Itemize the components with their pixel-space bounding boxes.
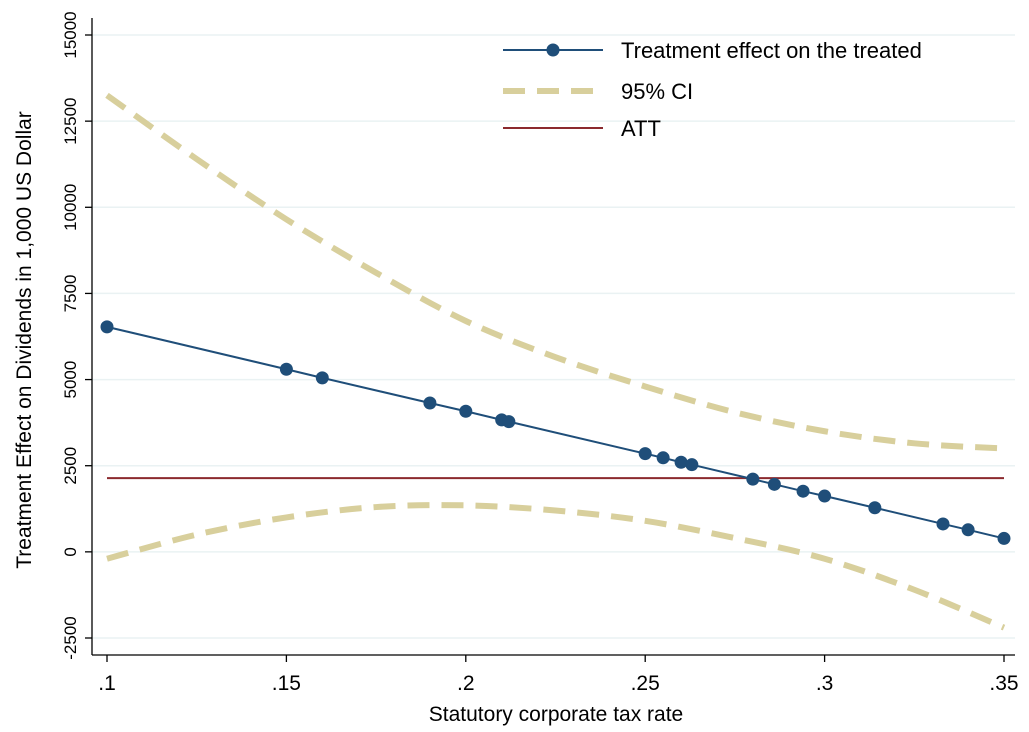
data-point [638, 447, 652, 461]
x-tick-label: .1 [98, 672, 116, 695]
y-axis-label: Treatment Effect on Dividends in 1,000 U… [13, 111, 36, 569]
data-point [936, 517, 950, 531]
confidence-interval-bands [105, 92, 1006, 631]
data-point [796, 484, 810, 498]
x-tick-label: .3 [816, 672, 834, 695]
data-point [997, 531, 1011, 545]
x-axis-label: Statutory corporate tax rate [429, 703, 683, 726]
y-tick-label: 15000 [61, 11, 80, 58]
data-point [656, 451, 670, 465]
y-tick-label: 12500 [61, 98, 80, 145]
data-point [459, 404, 473, 418]
y-tick-label: 2500 [61, 447, 80, 485]
data-point [315, 371, 329, 385]
y-tick-label: -2500 [61, 616, 80, 659]
legend-label-ci: 95% CI [621, 79, 693, 104]
y-tick-label: 5000 [61, 361, 80, 399]
data-point [100, 320, 114, 334]
data-point [685, 458, 699, 472]
data-point [818, 489, 832, 503]
x-tick-label: .2 [457, 672, 475, 695]
data-point [674, 455, 688, 469]
data-point [868, 501, 882, 515]
y-tick-label: 10000 [61, 184, 80, 231]
data-point [279, 362, 293, 376]
ci-upper-line [105, 92, 1005, 452]
legend: Treatment effect on the treated 95% CI ATT [503, 38, 922, 141]
x-tick-label: .15 [272, 672, 301, 695]
ci-lower-line [106, 502, 1006, 631]
data-point [767, 477, 781, 491]
axes: -2500 0 2500 5000 7500 10000 12500 15000 .1 .15 .2… [61, 11, 1019, 695]
x-tick-label: .35 [989, 672, 1018, 695]
legend-label-att: ATT [621, 116, 661, 141]
grid-lines [92, 34, 1015, 639]
y-tick-label: 0 [61, 547, 80, 556]
x-tick-label: .25 [631, 672, 660, 695]
legend-marker-treatment-effect [546, 43, 560, 57]
y-tick-label: 7500 [61, 275, 80, 313]
legend-label-treatment-effect: Treatment effect on the treated [621, 38, 922, 63]
data-point [502, 415, 516, 429]
data-point [961, 523, 975, 537]
treatment-effect-series [100, 320, 1011, 545]
data-point [423, 396, 437, 410]
data-point [746, 472, 760, 486]
